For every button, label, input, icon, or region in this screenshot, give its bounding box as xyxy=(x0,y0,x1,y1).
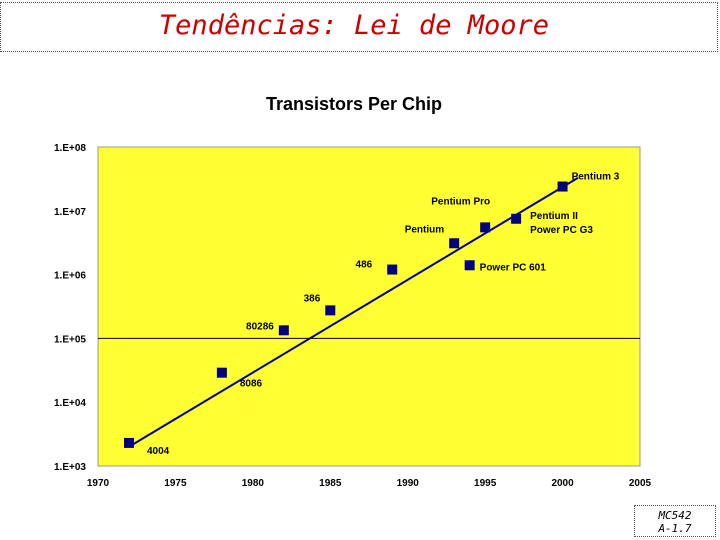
data-point-label: 8086 xyxy=(240,379,263,390)
course-code: MC542 xyxy=(658,509,692,522)
plot-area xyxy=(97,146,641,467)
y-tick-label: 1.E+08 xyxy=(54,143,86,154)
x-tick-label: 1970 xyxy=(87,478,110,489)
y-tick-label: 1.E+03 xyxy=(54,462,86,473)
data-point-label: Pentium 3 xyxy=(572,172,620,183)
y-tick-label: 1.E+06 xyxy=(54,271,86,282)
y-tick-label: 1.E+07 xyxy=(54,207,86,218)
y-tick-label: 1.E+04 xyxy=(54,398,86,409)
data-point-label: Pentium Pro xyxy=(431,196,490,207)
data-point-label: 386 xyxy=(304,293,321,304)
x-tick-label: 1990 xyxy=(397,478,420,489)
data-point-label-line: Power PC 601 xyxy=(480,262,547,273)
data-point-label-line: 486 xyxy=(356,260,373,271)
slide-number: A-1.7 xyxy=(658,522,692,535)
data-point-label-line: 4004 xyxy=(147,446,170,457)
data-point-label: Pentium II Power PC G3 xyxy=(530,211,593,236)
data-point-label-line: Pentium xyxy=(405,224,445,235)
data-point-marker xyxy=(325,305,336,316)
data-point-label-line: 80286 xyxy=(246,321,274,332)
x-tick-label: 2005 xyxy=(629,478,652,489)
slide-number-badge: MC542 A-1.7 xyxy=(634,505,716,537)
x-tick-label: 1980 xyxy=(242,478,265,489)
data-point-label: Pentium xyxy=(405,224,445,235)
trend-line xyxy=(128,176,579,448)
data-point-label-line: 8086 xyxy=(240,379,263,390)
data-point-label-line: Pentium II xyxy=(530,211,578,222)
chart-title: Transistors Per Chip xyxy=(265,94,443,114)
data-point-label-line: Pentium Pro xyxy=(431,196,490,207)
x-tick-label: 1985 xyxy=(319,478,342,489)
data-point-label-line: Power PC G3 xyxy=(530,225,593,236)
x-tick-label: 1975 xyxy=(164,478,187,489)
data-point-marker xyxy=(557,181,568,192)
data-point-marker xyxy=(449,238,460,249)
y-tick-label: 1.E+05 xyxy=(54,334,86,345)
data-point-marker xyxy=(278,325,289,336)
x-tick-label: 2000 xyxy=(551,478,574,489)
x-tick-label: 1995 xyxy=(474,478,497,489)
slide-title-bar: Tendências: Lei de Moore xyxy=(0,2,718,52)
slide-title: Tendências: Lei de Moore xyxy=(158,9,550,41)
data-point-marker xyxy=(123,437,134,448)
data-point-marker xyxy=(480,222,491,233)
data-point-marker xyxy=(387,264,398,275)
data-point-label: 4004 xyxy=(147,446,170,457)
data-point-marker xyxy=(464,260,475,271)
data-point-label-line: Pentium 3 xyxy=(572,172,620,183)
data-point-label: 80286 xyxy=(246,321,274,332)
data-point-label: Power PC 601 xyxy=(480,262,547,273)
data-point-marker xyxy=(216,367,227,378)
data-point-label: 486 xyxy=(356,260,373,271)
data-point-label-line: 386 xyxy=(304,293,321,304)
data-point-marker xyxy=(511,213,522,224)
